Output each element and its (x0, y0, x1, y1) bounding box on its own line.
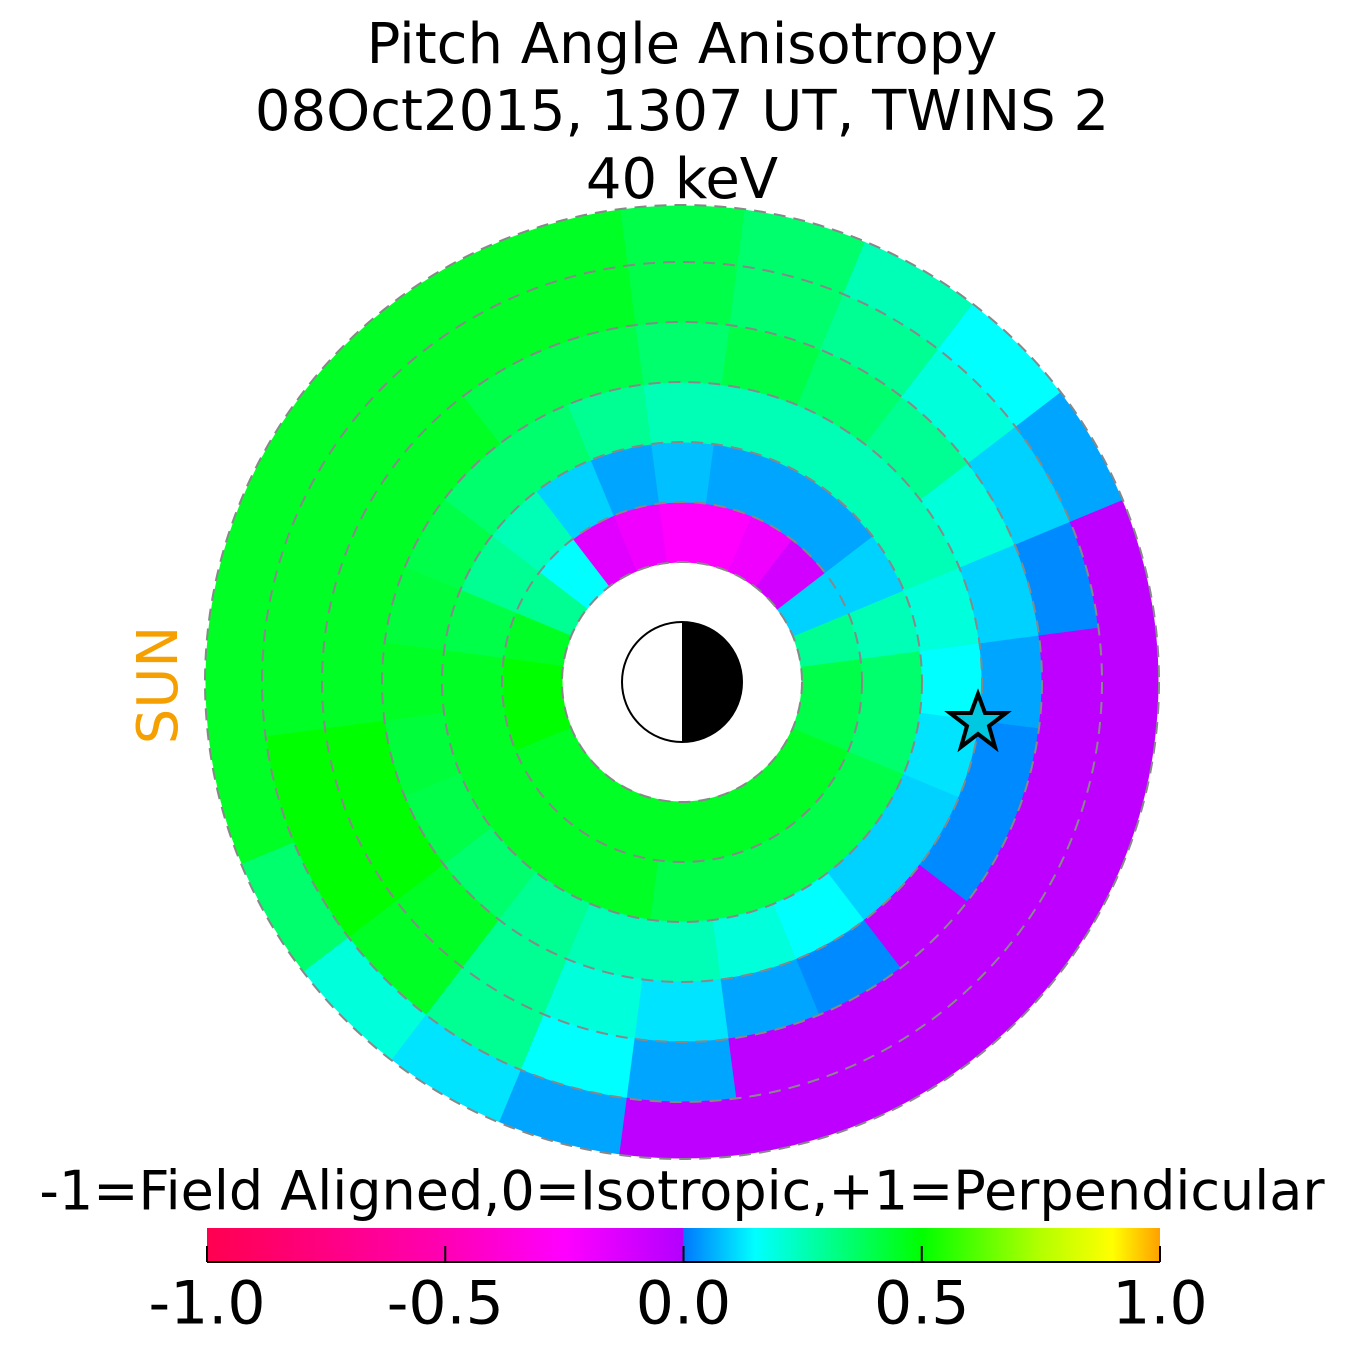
heatmap-cell (634, 321, 730, 386)
colorbar-ticks: -1.0 -0.5 0.0 0.5 1.0 (148, 1246, 1208, 1339)
earth (621, 621, 743, 743)
heatmap-cell (626, 261, 738, 326)
heatmap-cell (642, 381, 722, 445)
l-shell (381, 381, 983, 983)
earth-night (682, 622, 742, 742)
l-shell-circles (204, 204, 1160, 1160)
sun-label: SUN (126, 626, 191, 744)
heatmap-cell (650, 859, 714, 923)
heatmap-cell (441, 650, 505, 714)
colorbar-label: -1=Field Aligned,0=Isotropic,+1=Perpendi… (39, 1160, 1325, 1223)
heatmap-cell (642, 919, 722, 983)
heatmap-cell (1038, 626, 1103, 738)
heatmap-cell (205, 619, 267, 745)
heatmap (205, 205, 1159, 1159)
heatmap-cell (626, 1038, 738, 1103)
colorbar-tick-label: 0.0 (636, 1269, 731, 1339)
colorbar-tick-label: 0.5 (874, 1269, 969, 1339)
colorbar-tick-label: -0.5 (387, 1269, 504, 1339)
heatmap-cell (381, 642, 445, 722)
chart-subtitle: 08Oct2015, 1307 UT, TWINS 2 (255, 79, 1109, 144)
chart-title: Pitch Angle Anisotropy (367, 12, 998, 77)
l-shell (261, 261, 1103, 1103)
heatmap-cell (321, 634, 386, 730)
heatmap-cell (1097, 619, 1159, 745)
l-shell (204, 204, 1160, 1160)
l-shell (441, 441, 923, 923)
l-shell (501, 501, 863, 863)
heatmap-cell (859, 650, 923, 714)
energy-label: 40 keV (586, 147, 778, 212)
heatmap-cell (619, 1097, 745, 1159)
heatmap-cell (634, 978, 730, 1043)
l-shell (561, 561, 803, 803)
heatmap-cell (261, 626, 326, 738)
heatmap-cell (650, 441, 714, 505)
heatmap-cell (619, 205, 745, 267)
satellite-star (944, 688, 1012, 753)
colorbar-tick-label: -1.0 (148, 1269, 265, 1339)
l-shell (321, 321, 1043, 1043)
colorbar-tick-label: 1.0 (1112, 1269, 1207, 1339)
